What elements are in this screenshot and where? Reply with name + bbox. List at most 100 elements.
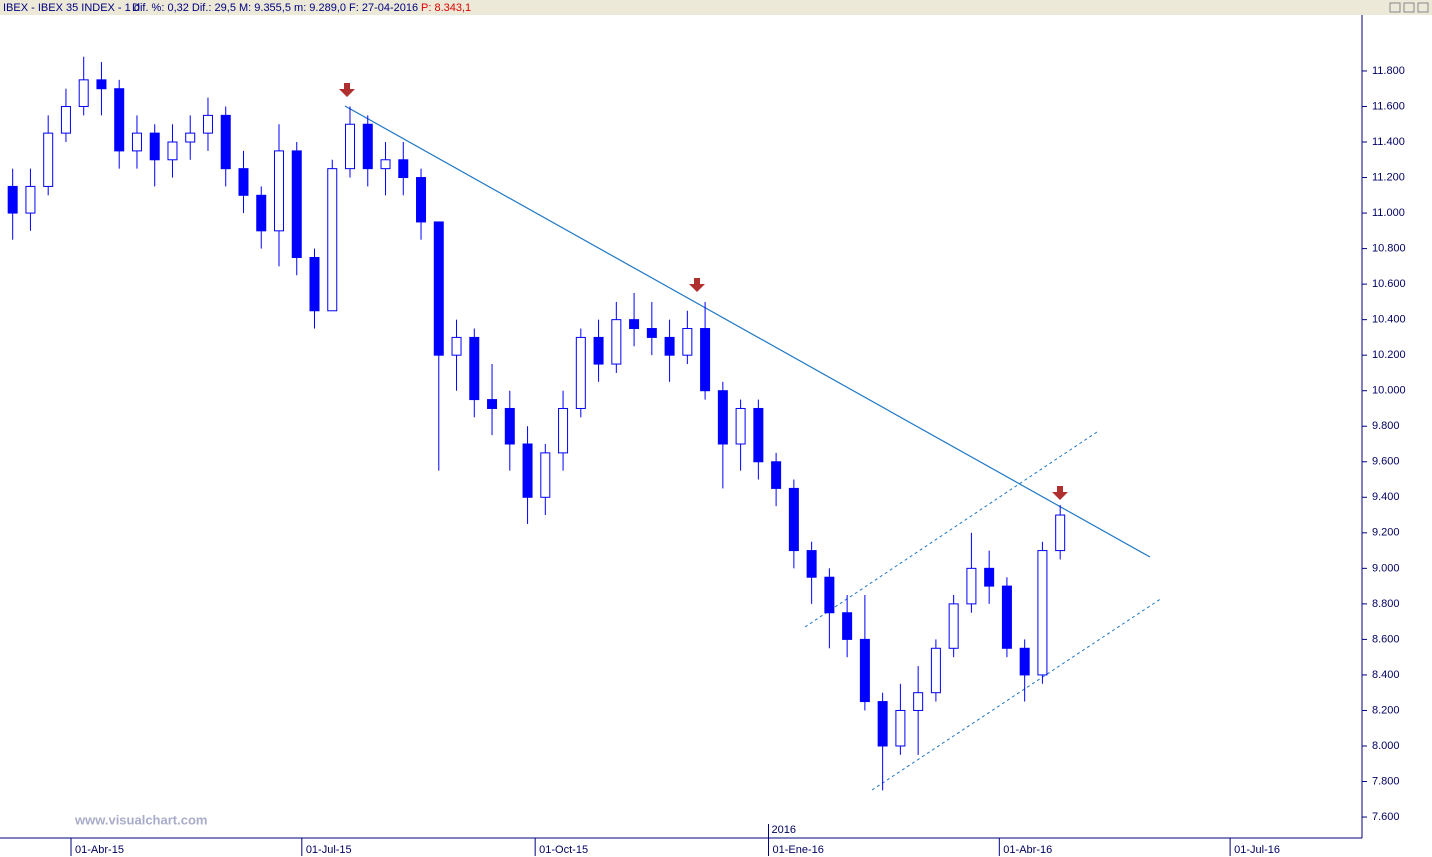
x-tick-label: 01-Jul-16 (1234, 844, 1280, 856)
candle-body (700, 328, 711, 392)
candle-body (380, 159, 391, 170)
candle-body (256, 194, 267, 232)
candle-body (60, 105, 71, 134)
header-bar (0, 0, 1432, 15)
y-tick-label: 10.200 (1372, 349, 1406, 361)
candle-body (131, 132, 142, 152)
y-tick-label: 8.000 (1372, 740, 1400, 752)
candle-body (664, 336, 675, 356)
candle-body (398, 159, 409, 179)
candle-body (540, 452, 551, 498)
candle-body (966, 567, 977, 605)
year-label: 2016 (772, 824, 796, 836)
window-buttons[interactable] (1389, 2, 1429, 13)
y-tick-label: 7.800 (1372, 775, 1400, 787)
y-tick-label: 8.200 (1372, 704, 1400, 716)
candle-body (327, 168, 338, 312)
candle-body (185, 132, 196, 143)
y-tick-label: 10.600 (1372, 278, 1406, 290)
candle-body (522, 443, 533, 498)
watermark: www.visualchart.com (74, 812, 207, 827)
y-tick-label: 8.600 (1372, 633, 1400, 645)
y-tick-label: 9.600 (1372, 456, 1400, 468)
y-tick-label: 9.400 (1372, 491, 1400, 503)
x-tick-label: 01-Abr-16 (1003, 844, 1052, 856)
y-tick-label: 11.600 (1372, 100, 1405, 112)
candle-body (291, 150, 302, 258)
candle-body (273, 150, 284, 232)
y-tick-label: 8.800 (1372, 598, 1400, 610)
maximize-button[interactable] (1403, 2, 1415, 13)
candle-body (629, 319, 640, 330)
y-tick-label: 9.000 (1372, 562, 1400, 574)
candle-body (913, 692, 924, 711)
candle-body (558, 407, 569, 454)
y-tick-label: 11.400 (1372, 136, 1405, 148)
candle-body (895, 709, 906, 747)
candle-body (469, 336, 480, 401)
candle-body (717, 390, 728, 445)
y-tick-label: 8.400 (1372, 669, 1400, 681)
candle-body (611, 319, 622, 365)
x-tick-label: 01-Jul-15 (306, 844, 352, 856)
arrow (689, 278, 705, 292)
candle-body (753, 407, 764, 463)
candle-body (1001, 585, 1012, 649)
candle-body (43, 132, 54, 187)
candle-body (842, 612, 853, 640)
x-tick-label: 01-Ene-16 (773, 844, 824, 856)
candle-body (202, 114, 213, 134)
candle-body (345, 123, 356, 170)
x-tick-label: 01-Abr-15 (75, 844, 124, 856)
candle-body (149, 132, 160, 161)
candle-body (806, 550, 817, 578)
candle-body (487, 399, 498, 409)
close-button[interactable] (1417, 2, 1429, 13)
chart-subtitle: Dif. %: 0,32 Dif.: 29,5 M: 9.355,5 m: 9.… (132, 2, 418, 14)
arrows (339, 83, 1068, 500)
candle-body (1055, 514, 1066, 552)
candle-body (877, 701, 888, 747)
candle-body (362, 123, 373, 170)
x-tick-label: 01-Oct-15 (539, 844, 588, 856)
minimize-button[interactable] (1389, 2, 1401, 13)
candle-body (735, 407, 746, 445)
candle-body (78, 79, 89, 107)
candle-body (25, 185, 36, 214)
candle-body (416, 177, 427, 223)
candle-body (114, 88, 125, 152)
candle-body (167, 141, 178, 161)
candle-body (788, 487, 799, 552)
candle-body (433, 221, 444, 356)
y-tick-label: 9.200 (1372, 527, 1400, 539)
y-tick-label: 11.000 (1372, 207, 1405, 219)
candle-body (1037, 550, 1048, 676)
y-tick-label: 10.800 (1372, 243, 1406, 255)
candle-body (220, 114, 231, 170)
candle-body (859, 638, 870, 703)
candle-body (984, 567, 995, 587)
y-tick-label: 11.800 (1372, 65, 1405, 77)
candle-body (682, 328, 693, 356)
candle-body (96, 79, 107, 90)
arrow (1052, 486, 1068, 500)
channel-lower (871, 597, 1163, 791)
candle-body (593, 336, 604, 365)
candle-body (7, 185, 18, 214)
candle-body (238, 168, 249, 196)
candle-body (309, 256, 320, 312)
candle-body (451, 336, 462, 356)
candle-body (930, 647, 941, 694)
candle-body (948, 603, 959, 649)
channel-upper (804, 431, 1098, 628)
arrow (339, 83, 355, 97)
candle-body (1019, 647, 1030, 676)
y-tick-label: 9.800 (1372, 420, 1400, 432)
candle-body (504, 407, 515, 445)
candle-body (575, 336, 586, 409)
price-label: P: 8.343,1 (421, 2, 471, 14)
y-tick-label: 11.200 (1372, 171, 1405, 183)
trend-line (344, 105, 1151, 558)
